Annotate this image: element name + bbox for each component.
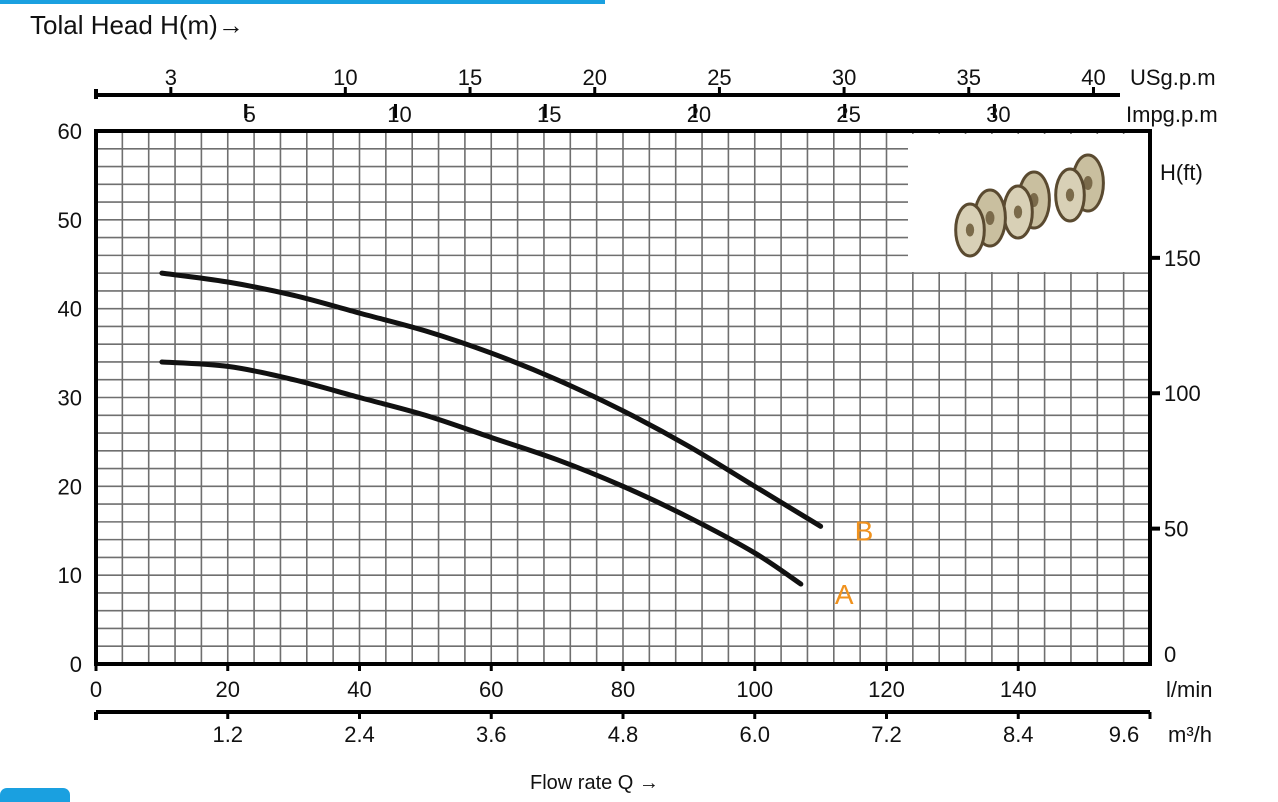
usgpm-tick-label: 20 (582, 65, 606, 90)
chart-title: Tolal Head H(m)→ (30, 10, 244, 40)
x-tick-label: 40 (347, 677, 371, 702)
curve-label-b: B (855, 515, 874, 546)
y-tick-label: 0 (70, 652, 82, 677)
usgpm-unit-label: USg.p.m (1130, 65, 1216, 90)
m3h-tick-label: 3.6 (476, 722, 507, 747)
impgpm-tick-label: 25 (836, 102, 860, 127)
usgpm-tick-label: 40 (1081, 65, 1105, 90)
m3h-tick-label: 7.2 (871, 722, 902, 747)
y-tick-label: 30 (58, 386, 82, 411)
curve-a (159, 359, 804, 587)
y-tick-label: 40 (58, 297, 82, 322)
impgpm-tick-label: 5 (244, 102, 256, 127)
ft-unit-label: H(ft) (1160, 160, 1203, 185)
usgpm-tick-label: 15 (458, 65, 482, 90)
y-tick-label: 60 (58, 119, 82, 144)
m3h-tick-label: 9.6 (1109, 722, 1140, 747)
impgpm-tick-label: 20 (687, 102, 711, 127)
usgpm-tick-label: 35 (957, 65, 981, 90)
usgpm-tick-label: 10 (333, 65, 357, 90)
x-unit-label: l/min (1166, 677, 1212, 702)
x-tick-label: 20 (216, 677, 240, 702)
ft-tick-label: 100 (1164, 381, 1201, 406)
ft-tick-label: 50 (1164, 517, 1188, 542)
y-tick-label: 10 (58, 563, 82, 588)
ft-tick-label: 150 (1164, 246, 1201, 271)
usgpm-tick-label: 25 (707, 65, 731, 90)
usgpm-tick-label: 30 (832, 65, 856, 90)
m3h-tick-label: 6.0 (739, 722, 770, 747)
impeller-stages-icon (954, 153, 1105, 258)
x-axis-label: Flow rate Q → (530, 772, 659, 794)
x-tick-label: 60 (479, 677, 503, 702)
curve-b (159, 270, 824, 529)
m3h-tick-label: 2.4 (344, 722, 375, 747)
m3h-tick-label: 4.8 (608, 722, 639, 747)
ft-tick-label: 0 (1164, 642, 1176, 667)
x-tick-label: 80 (611, 677, 635, 702)
y-tick-label: 50 (58, 208, 82, 233)
m3h-unit-label: m³/h (1168, 722, 1212, 747)
x-tick-label: 120 (868, 677, 905, 702)
curve-label-a: A (835, 579, 854, 610)
impgpm-unit-label: Impg.p.m (1126, 102, 1218, 127)
impgpm-tick-label: 30 (986, 102, 1010, 127)
m3h-tick-label: 8.4 (1003, 722, 1034, 747)
accent-bar (0, 0, 605, 4)
x-tick-label: 0 (90, 677, 102, 702)
y-tick-label: 20 (58, 474, 82, 499)
m3h-tick-label: 1.2 (212, 722, 243, 747)
x-tick-label: 100 (736, 677, 773, 702)
impgpm-tick-label: 15 (537, 102, 561, 127)
usgpm-tick-label: 3 (165, 65, 177, 90)
corner-badge (0, 788, 70, 802)
x-tick-label: 140 (1000, 677, 1037, 702)
impgpm-tick-label: 10 (387, 102, 411, 127)
